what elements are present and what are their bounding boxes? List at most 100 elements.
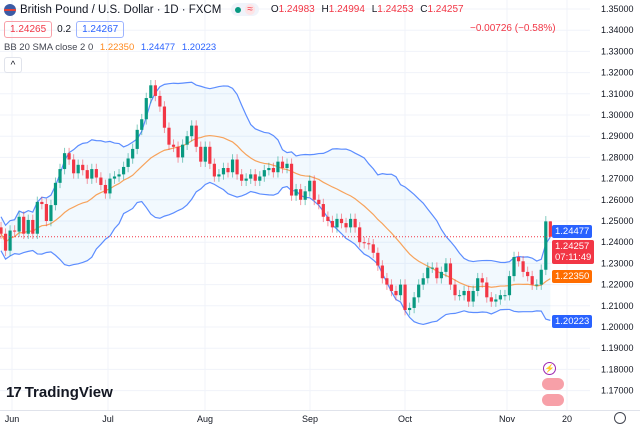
candle-body — [421, 278, 425, 285]
bb-lower-line — [0, 181, 551, 326]
candle-body — [512, 257, 516, 277]
candle-body — [544, 221, 548, 270]
candle-body — [394, 290, 398, 296]
candle-body — [353, 218, 357, 228]
candle-body — [408, 307, 412, 311]
candle-body — [299, 189, 303, 200]
candle-body — [285, 163, 289, 168]
candle-body — [271, 168, 275, 173]
candle-body — [244, 178, 248, 181]
candle-body — [439, 271, 443, 279]
indicator-name: BB 20 SMA close 2 0 — [4, 42, 94, 53]
price-tick-label: 1.21000 — [601, 301, 634, 311]
candle-body — [526, 271, 530, 277]
candle-body — [294, 189, 298, 196]
candle-body — [548, 221, 552, 237]
bb-upper-price-label: 1.24477 — [552, 225, 593, 239]
candle-body — [230, 159, 235, 173]
candle-body — [471, 290, 475, 302]
tradingview-logo[interactable]: 17 TradingView — [6, 384, 113, 401]
candle-body — [62, 153, 67, 170]
candle-body — [17, 216, 21, 232]
price-tick-label: 1.27000 — [601, 174, 634, 184]
candle-body — [26, 219, 30, 234]
chevron-up-icon: ^ — [10, 60, 16, 71]
current-price-label: 1.24257 07:11:49 — [552, 240, 595, 265]
candle-body — [448, 263, 453, 285]
indicator-legend[interactable]: BB 20 SMA close 2 0 1.22350 1.24477 1.20… — [4, 42, 216, 53]
candle-body — [153, 85, 157, 96]
candle-body — [181, 144, 185, 158]
candle-body — [203, 146, 207, 162]
candle-body — [371, 244, 375, 253]
price-tick-label: 1.35000 — [601, 4, 634, 14]
candle-body — [312, 180, 316, 200]
current-price: 1.24257 — [555, 241, 590, 253]
price-tick-label: 1.19000 — [601, 343, 634, 353]
candle-body — [326, 216, 330, 221]
candle-body — [303, 191, 307, 200]
time-tick-label: Jul — [102, 414, 114, 424]
candle-body — [276, 161, 280, 173]
price-tick-label: 1.18000 — [601, 364, 634, 374]
candle-body — [240, 174, 244, 181]
candle-body — [535, 284, 539, 286]
price-tick-label: 1.29000 — [601, 131, 634, 141]
price-tick-label: 1.28000 — [601, 152, 634, 162]
delayed-data-icon: ≈ — [245, 4, 255, 15]
candle-body — [22, 216, 26, 234]
candle-body — [40, 201, 44, 205]
price-tick-label: 1.22000 — [601, 280, 634, 290]
candle-body — [485, 282, 489, 298]
candle-body — [444, 263, 448, 272]
price-tick-label: 1.30000 — [601, 110, 634, 120]
candle-body — [476, 278, 480, 291]
candle-body — [144, 98, 148, 120]
candle-body — [498, 295, 502, 300]
candle-body — [417, 284, 421, 298]
candle-body — [389, 284, 394, 291]
candle-body — [516, 257, 521, 262]
gbp-flag-icon — [4, 3, 16, 16]
candle-body — [521, 261, 525, 272]
symbol-title[interactable]: British Pound / U.S. Dollar · 1D · FXCM — [20, 3, 222, 16]
lightning-event-icon[interactable]: ⚡ — [543, 362, 556, 375]
candle-body — [31, 219, 35, 234]
sell-button[interactable]: 1.24265 — [4, 21, 53, 38]
time-tick-label: Oct — [397, 414, 413, 424]
settings-gear-icon[interactable] — [614, 412, 626, 424]
candle-body — [457, 295, 462, 297]
candle-body — [103, 184, 108, 194]
time-tick-label: Nov — [498, 414, 516, 424]
candle-body — [453, 284, 457, 296]
us-economic-event-icon[interactable] — [542, 378, 564, 390]
candle-body — [249, 174, 253, 179]
candle-body — [176, 146, 180, 158]
bb-basis-line — [0, 134, 551, 288]
candle-body — [112, 176, 117, 179]
bb-basis-price-label: 1.22350 — [552, 270, 593, 284]
symbol-header: British Pound / U.S. Dollar · 1D · FXCM … — [4, 3, 468, 16]
trade-buttons: 1.24265 0.2 1.24267 — [4, 21, 125, 38]
candle-body — [262, 170, 266, 177]
candle-body — [344, 223, 348, 228]
candle-body — [99, 177, 103, 185]
candle-body — [221, 168, 226, 175]
candle-body — [85, 170, 89, 179]
candle-body — [348, 218, 353, 228]
tradingview-logo-icon: 17 — [6, 384, 22, 401]
candle-body — [317, 199, 321, 205]
us-economic-event-icon[interactable] — [542, 394, 564, 406]
price-tick-label: 1.31000 — [601, 89, 634, 99]
candle-body — [194, 125, 198, 147]
bb-lower-price-label: 1.20223 — [552, 315, 593, 329]
candle-body — [462, 290, 466, 296]
candle-body — [3, 233, 8, 251]
candle-body — [121, 166, 126, 175]
collapse-legend-button[interactable]: ^ — [4, 57, 22, 73]
candle-body — [13, 230, 17, 232]
buy-button[interactable]: 1.24267 — [76, 21, 125, 38]
candle-body — [376, 252, 380, 266]
market-status[interactable]: ≈ — [231, 3, 259, 16]
